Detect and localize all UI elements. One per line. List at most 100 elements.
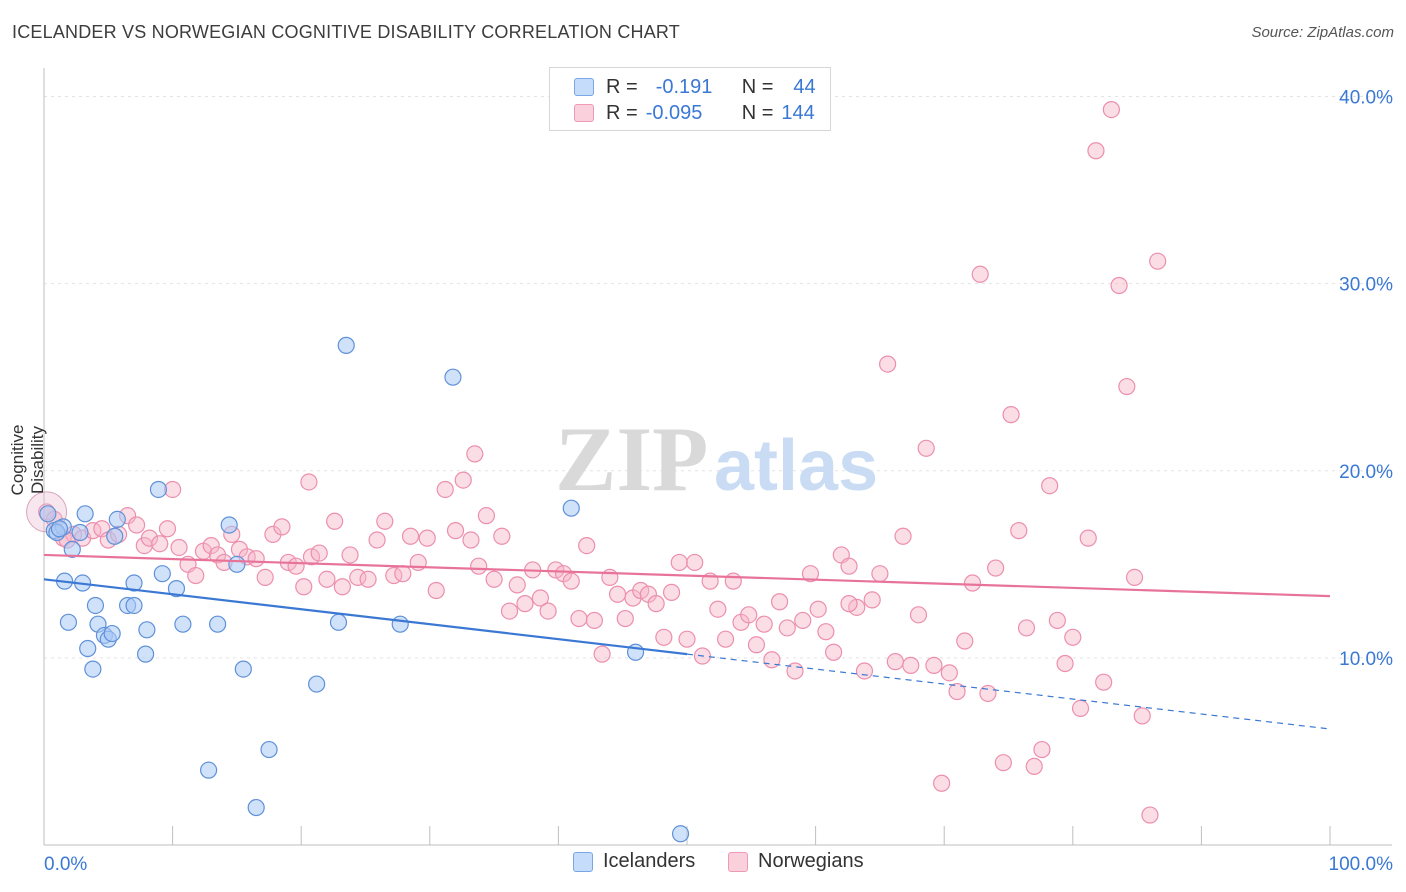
x-tick-label: 100.0% <box>1329 854 1394 875</box>
icelander-point <box>138 621 156 639</box>
legend-r-value: -0.095 <box>645 101 703 124</box>
norwegian-point <box>809 600 827 618</box>
norwegian-point <box>1064 628 1082 646</box>
icelanders-trend-extension <box>686 653 1331 730</box>
icelander-point <box>167 580 186 598</box>
icelander-point <box>220 516 238 534</box>
norwegian-point <box>578 536 596 555</box>
norwegian-point <box>300 473 318 491</box>
norwegian-point <box>1110 276 1128 295</box>
norwegian-point <box>368 531 386 549</box>
norwegian-point <box>1048 611 1066 630</box>
norwegian-point <box>585 611 604 630</box>
norwegian-point <box>1056 654 1074 673</box>
norwegian-point <box>994 754 1012 772</box>
norwegian-point <box>170 538 188 557</box>
icelander-point <box>329 613 348 631</box>
norwegian-point <box>477 507 495 525</box>
norwegian-point <box>326 512 344 530</box>
norwegian-point <box>570 609 588 628</box>
norwegian-point <box>310 544 328 562</box>
norwegian-point <box>1041 477 1059 495</box>
icelander-point <box>79 639 97 658</box>
trend-lines <box>43 553 1331 730</box>
norwegian-point <box>763 651 781 669</box>
norwegian-point <box>376 512 394 530</box>
norwegian-point <box>562 572 580 590</box>
norwegian-point <box>318 570 336 588</box>
y-tick-label: 40.0% <box>1339 88 1393 109</box>
norwegian-point <box>1149 252 1167 270</box>
y-axis-label: Cognitive Disability <box>8 424 47 496</box>
legend-swatch-icelanders <box>574 78 594 96</box>
norwegian-point <box>256 568 274 587</box>
norwegian-point <box>1133 707 1151 725</box>
icelander-point <box>50 520 69 538</box>
grid-lines <box>44 96 1392 659</box>
norwegian-point <box>716 630 735 648</box>
norwegian-point <box>786 662 804 680</box>
icelanders-trend-line <box>43 578 688 656</box>
legend-label-norwegians: Norwegians <box>758 850 864 872</box>
norwegian-point <box>840 557 858 575</box>
norwegian-point <box>436 480 454 499</box>
chart-title: ICELANDER VS NORWEGIAN COGNITIVE DISABIL… <box>12 22 680 42</box>
icelander-point <box>337 336 355 354</box>
norwegian-point <box>670 553 688 572</box>
norwegian-point <box>886 653 904 671</box>
norwegian-point <box>925 656 943 674</box>
norwegian-point <box>1002 406 1020 424</box>
norwegian-point <box>608 585 627 603</box>
icelander-point <box>200 761 218 779</box>
norwegian-point <box>593 645 611 663</box>
norwegian-point <box>418 529 436 547</box>
norwegian-point <box>963 574 982 592</box>
norwegian-point <box>655 628 673 646</box>
norwegian-point <box>427 581 445 600</box>
legend-item-norwegians: Norwegians <box>728 850 864 873</box>
legend-row-icelanders: R = -0.191 N = 44 <box>574 74 816 100</box>
norwegian-point <box>394 565 412 583</box>
icelander-point <box>153 565 171 583</box>
icelander-point <box>234 660 252 678</box>
icelander-point <box>108 510 126 529</box>
norwegian-point <box>917 439 935 457</box>
icelander-point <box>125 574 143 592</box>
legend-n-label: N = <box>741 75 774 98</box>
norwegian-point <box>1141 806 1159 824</box>
norwegian-point <box>1118 377 1136 396</box>
legend-n-value: 44 <box>793 75 816 98</box>
norwegian-point <box>794 611 812 630</box>
legend-r-value: -0.191 <box>655 75 713 98</box>
icelander-point <box>209 615 227 633</box>
norwegian-point <box>855 662 874 680</box>
tick-labels: 10.0% 20.0% 30.0% 40.0% 0.0% 100.0% <box>44 88 1393 876</box>
legend-n-value: 144 <box>781 101 815 124</box>
y-tick-label: 20.0% <box>1339 462 1393 483</box>
legend-swatch-norwegians <box>728 851 748 872</box>
norwegian-point <box>500 602 519 620</box>
norwegian-point <box>516 595 534 613</box>
norwegian-point <box>770 593 789 611</box>
icelander-point <box>260 740 278 759</box>
icelander-point <box>149 480 168 499</box>
watermark-zip: ZIP <box>555 408 708 510</box>
norwegian-point <box>1095 673 1113 691</box>
norwegian-point <box>1010 522 1028 540</box>
norwegian-point <box>1102 100 1120 119</box>
norwegian-point <box>902 656 920 674</box>
norwegian-point <box>466 445 484 463</box>
icelander-point <box>59 613 78 631</box>
norwegian-point <box>647 595 665 613</box>
icelander-point <box>391 615 409 633</box>
icelander-point <box>174 615 192 633</box>
icelander-point <box>84 660 102 678</box>
watermark-atlas: atlas <box>714 426 878 506</box>
norwegian-point <box>1125 568 1144 587</box>
norwegian-point <box>909 606 928 624</box>
norwegian-point <box>349 568 367 587</box>
icelander-point <box>125 596 143 615</box>
icelander-point <box>71 523 89 542</box>
norwegian-point <box>202 536 220 555</box>
